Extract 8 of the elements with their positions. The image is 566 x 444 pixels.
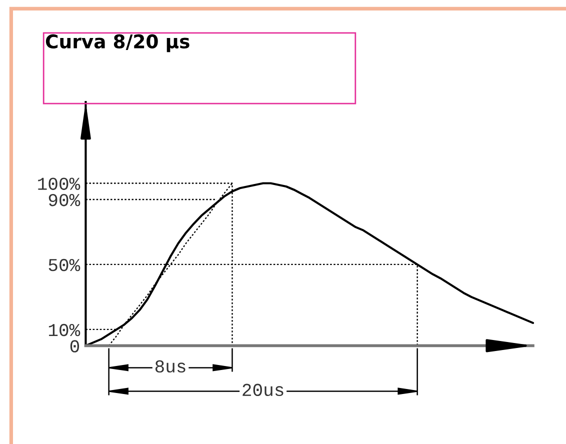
text: 8us — [155, 360, 186, 373]
y-tick-label: 10% — [48, 324, 80, 336]
y-tick-label: 0 — [70, 340, 80, 352]
y-tick-label: 50% — [48, 258, 80, 272]
text: 20us — [242, 384, 284, 396]
y-tick-label: 90% — [48, 194, 80, 206]
chart-title: Curva 8/20 µs — [46, 34, 190, 52]
y-tick-label: 100% — [38, 178, 80, 190]
